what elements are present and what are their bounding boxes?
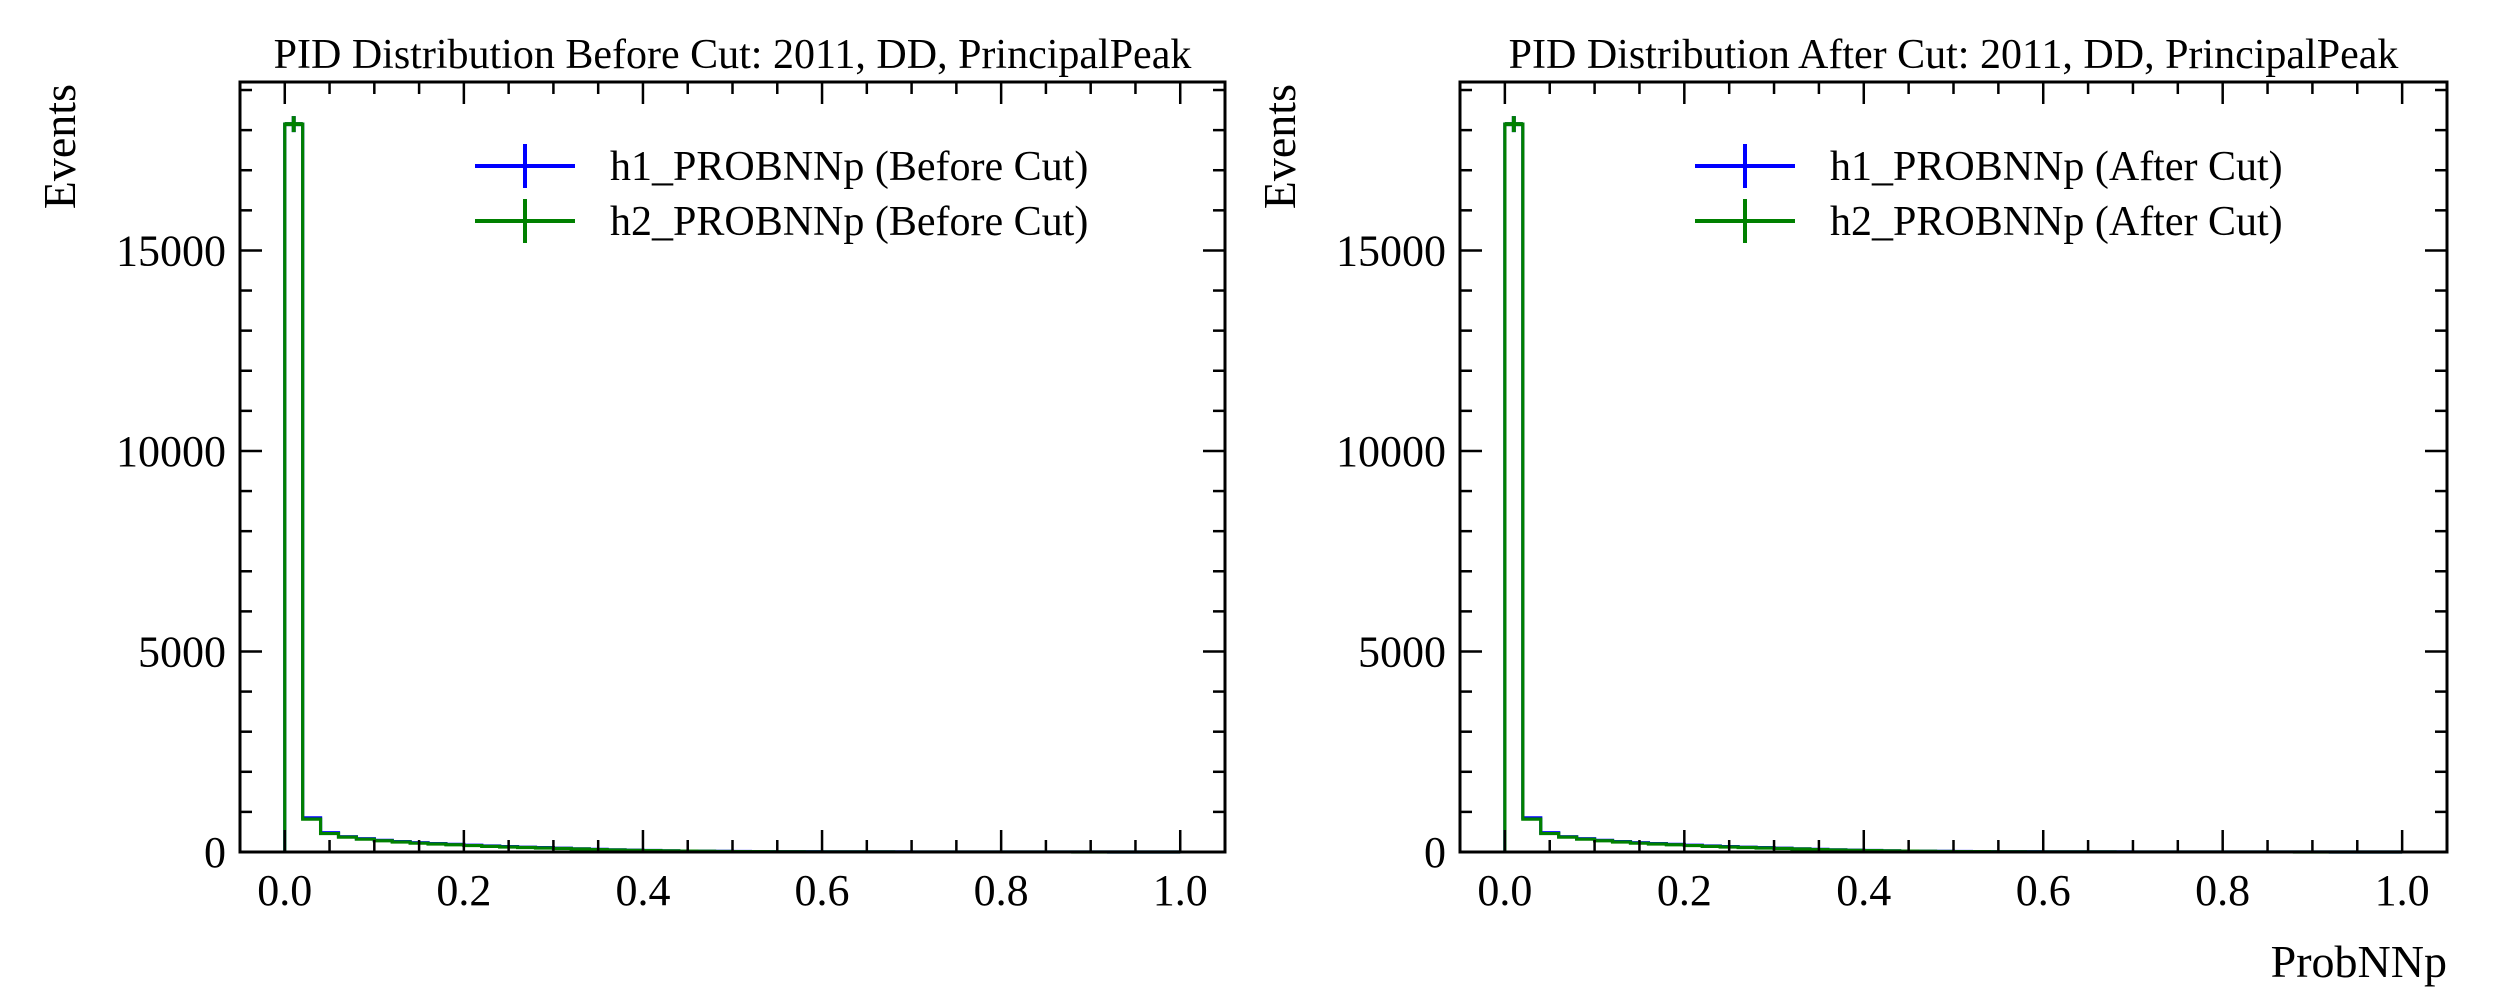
x-tick-label: 0.4 [615, 866, 670, 915]
x-tick-label: 0.0 [257, 866, 312, 915]
y-tick-label: 15000 [116, 226, 226, 275]
x-tick-label: 0.6 [795, 866, 850, 915]
y-tick-label: 15000 [1336, 226, 1446, 275]
x-tick-label: 0.8 [2195, 866, 2250, 915]
plot-frame [1458, 80, 2449, 854]
y-tick-label: 5000 [1358, 627, 1446, 676]
y-tick-label: 5000 [138, 627, 226, 676]
x-axis-label: ProbNNp [2271, 936, 2447, 987]
panel-after-cut: PID Distribution After Cut: 2011, DD, Pr… [1254, 32, 2449, 987]
y-tick-label: 10000 [1336, 427, 1446, 476]
x-tick-label: 1.0 [1153, 866, 1208, 915]
legend-label-2: h2_PROBNNp (Before Cut) [610, 199, 1088, 245]
x-tick-label: 0.2 [436, 866, 491, 915]
chart-title: PID Distribution Before Cut: 2011, DD, P… [274, 32, 1192, 78]
x-tick-label: 0.6 [2016, 866, 2071, 915]
plot-frame [238, 80, 1227, 854]
y-axis-label: Events [34, 84, 85, 209]
x-tick-label: 0.4 [1836, 866, 1891, 915]
x-tick-label: 1.0 [2375, 866, 2430, 915]
legend-label-1: h1_PROBNNp (Before Cut) [610, 144, 1088, 190]
y-tick-label: 0 [1424, 828, 1446, 877]
x-tick-label: 0.2 [1657, 866, 1712, 915]
x-tick-label: 0.0 [1477, 866, 1532, 915]
legend-label-1: h1_PROBNNp (After Cut) [1830, 144, 2283, 190]
x-tick-label: 0.8 [974, 866, 1029, 915]
chart-title: PID Distribution After Cut: 2011, DD, Pr… [1509, 32, 2399, 78]
panel-before-cut: PID Distribution Before Cut: 2011, DD, P… [34, 32, 1227, 915]
y-tick-label: 10000 [116, 427, 226, 476]
legend-label-2: h2_PROBNNp (After Cut) [1830, 199, 2283, 245]
y-axis-label: Events [1254, 84, 1305, 209]
y-tick-label: 0 [204, 828, 226, 877]
